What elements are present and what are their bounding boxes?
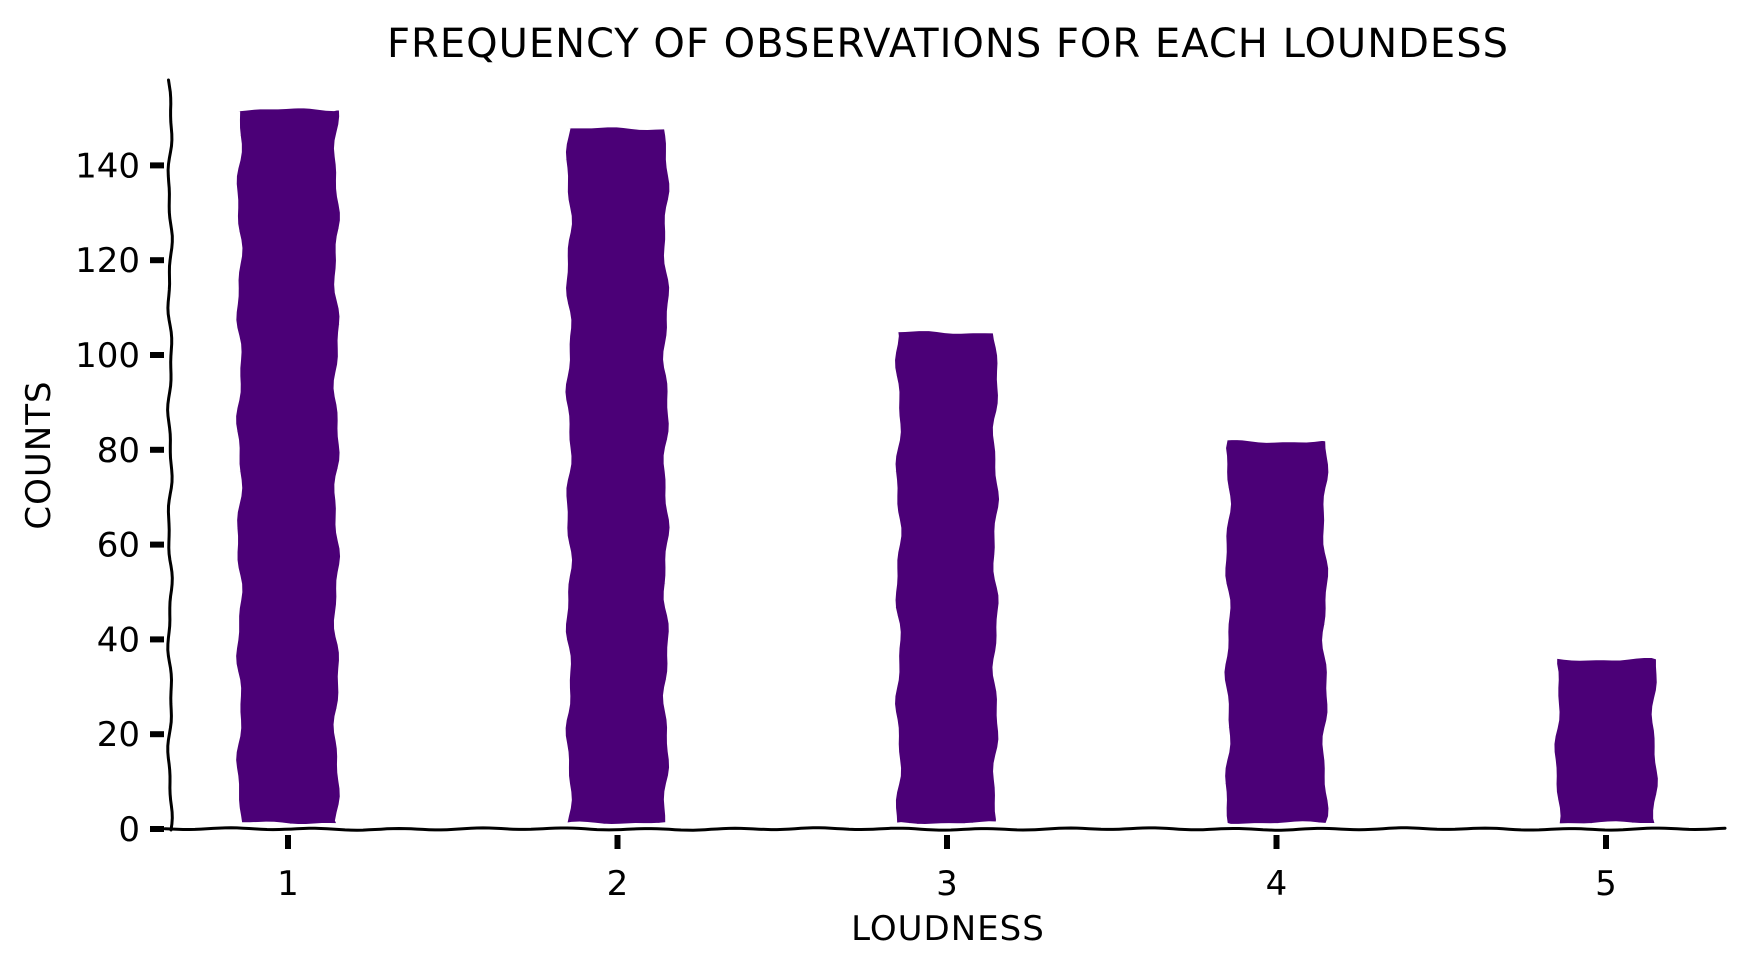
x-tick-label-2: 2 <box>607 864 629 904</box>
axes-layer <box>163 78 1727 832</box>
bar-loudness-4 <box>1221 437 1331 827</box>
chart-title: FREQUENCY OF OBSERVATIONS FOR EACH LOUND… <box>387 21 1509 67</box>
y-axis-label: COUNTS <box>19 380 59 529</box>
y-tick-label-100: 100 <box>75 336 140 376</box>
y-tick-label-120: 120 <box>75 241 140 281</box>
y-tick-label-20: 20 <box>97 715 140 755</box>
bar-loudness-2 <box>562 124 673 827</box>
ticks-layer: 0 20 40 60 80 100 120 140 1 2 3 4 5 <box>75 146 1617 904</box>
x-axis-line <box>163 826 1727 832</box>
bar-loudness-5 <box>1551 655 1661 826</box>
y-tick-label-40: 40 <box>97 620 140 660</box>
x-tick-label-1: 1 <box>277 864 299 904</box>
y-axis-line <box>166 78 174 832</box>
y-tick-label-0: 0 <box>118 810 140 850</box>
x-tick-label-4: 4 <box>1266 864 1288 904</box>
bar-loudness-1 <box>233 105 343 827</box>
x-axis-label: LOUDNESS <box>851 909 1045 949</box>
bars-layer <box>233 105 1661 827</box>
bar-loudness-3 <box>892 328 1002 827</box>
y-tick-label-80: 80 <box>97 431 140 471</box>
x-tick-label-5: 5 <box>1595 864 1617 904</box>
y-tick-label-140: 140 <box>75 146 140 186</box>
x-tick-label-3: 3 <box>936 864 958 904</box>
y-tick-label-60: 60 <box>97 526 140 566</box>
